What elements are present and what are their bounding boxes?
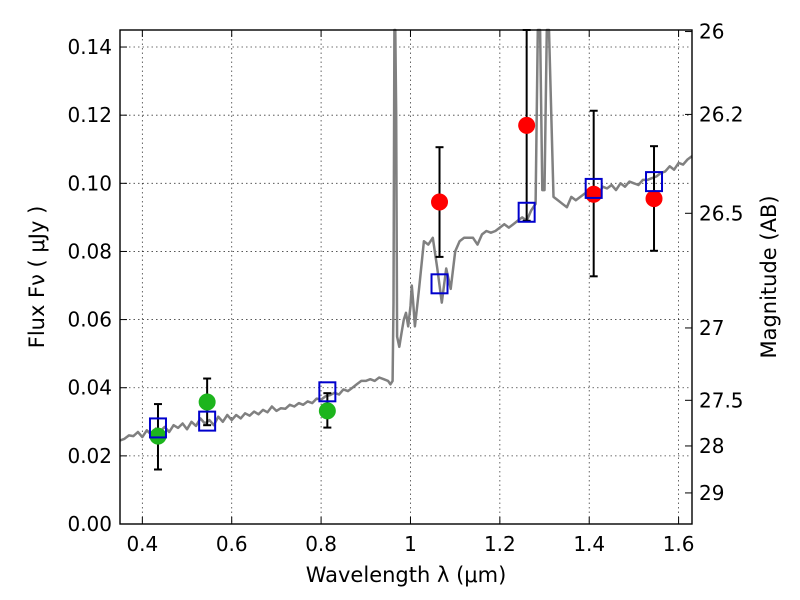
data-point	[585, 185, 603, 203]
y2-tick-label: 27.5	[699, 388, 744, 412]
x-tick-label: 1.2	[484, 532, 516, 556]
y2-axis-label: Magnitude (AB)	[757, 195, 781, 358]
grid-lines	[120, 30, 692, 525]
plot-frame	[119, 29, 693, 525]
model-point	[517, 201, 536, 223]
model-point	[584, 177, 603, 199]
data-point	[518, 116, 536, 134]
x-tick-label: 0.4	[126, 532, 158, 556]
x-tick-label: 1.4	[573, 532, 605, 556]
data-point	[198, 393, 216, 411]
data-point	[149, 427, 167, 445]
y2-tick-label: 26.5	[699, 201, 744, 225]
axis-ticks	[120, 30, 692, 525]
y-tick-label: 0.14	[67, 35, 112, 59]
y-tick-label: 0.08	[67, 239, 112, 263]
y-tick-label: 0.04	[67, 376, 112, 400]
y-tick-label: 0.06	[67, 308, 112, 332]
data-point	[431, 193, 449, 211]
y2-tick-label: 27	[699, 316, 724, 340]
data-point	[645, 190, 663, 208]
model-point	[430, 273, 449, 295]
x-tick-label: 1.6	[663, 532, 695, 556]
y-axis-label: Flux Fν ( μJy )	[25, 206, 49, 349]
model-point	[198, 410, 217, 432]
y-tick-label: 0.10	[67, 171, 112, 195]
y-tick-label: 0.12	[67, 103, 112, 127]
x-axis-label: Wavelength λ (μm)	[306, 563, 507, 587]
x-tick-label: 0.6	[216, 532, 248, 556]
model-point	[318, 381, 337, 403]
model-point	[148, 417, 167, 439]
error-bars	[153, 29, 659, 471]
x-tick-label: 1	[404, 532, 417, 556]
x-tick-label: 0.8	[305, 532, 337, 556]
y2-tick-label: 29	[699, 481, 724, 505]
tick-labels: 0.4 0.6 0.8 1 1.2 1.4 1.6 0.00 0.02 0.04 0.06 0.08 0…	[67, 20, 743, 556]
data-point	[318, 402, 336, 420]
y-tick-label: 0.00	[67, 512, 112, 536]
model-point	[645, 171, 664, 193]
y2-tick-label: 26	[699, 20, 724, 44]
y-tick-label: 0.02	[67, 444, 112, 468]
y2-tick-label: 28	[699, 434, 724, 458]
y2-tick-label: 26.2	[699, 102, 744, 126]
data-markers	[148, 116, 664, 445]
